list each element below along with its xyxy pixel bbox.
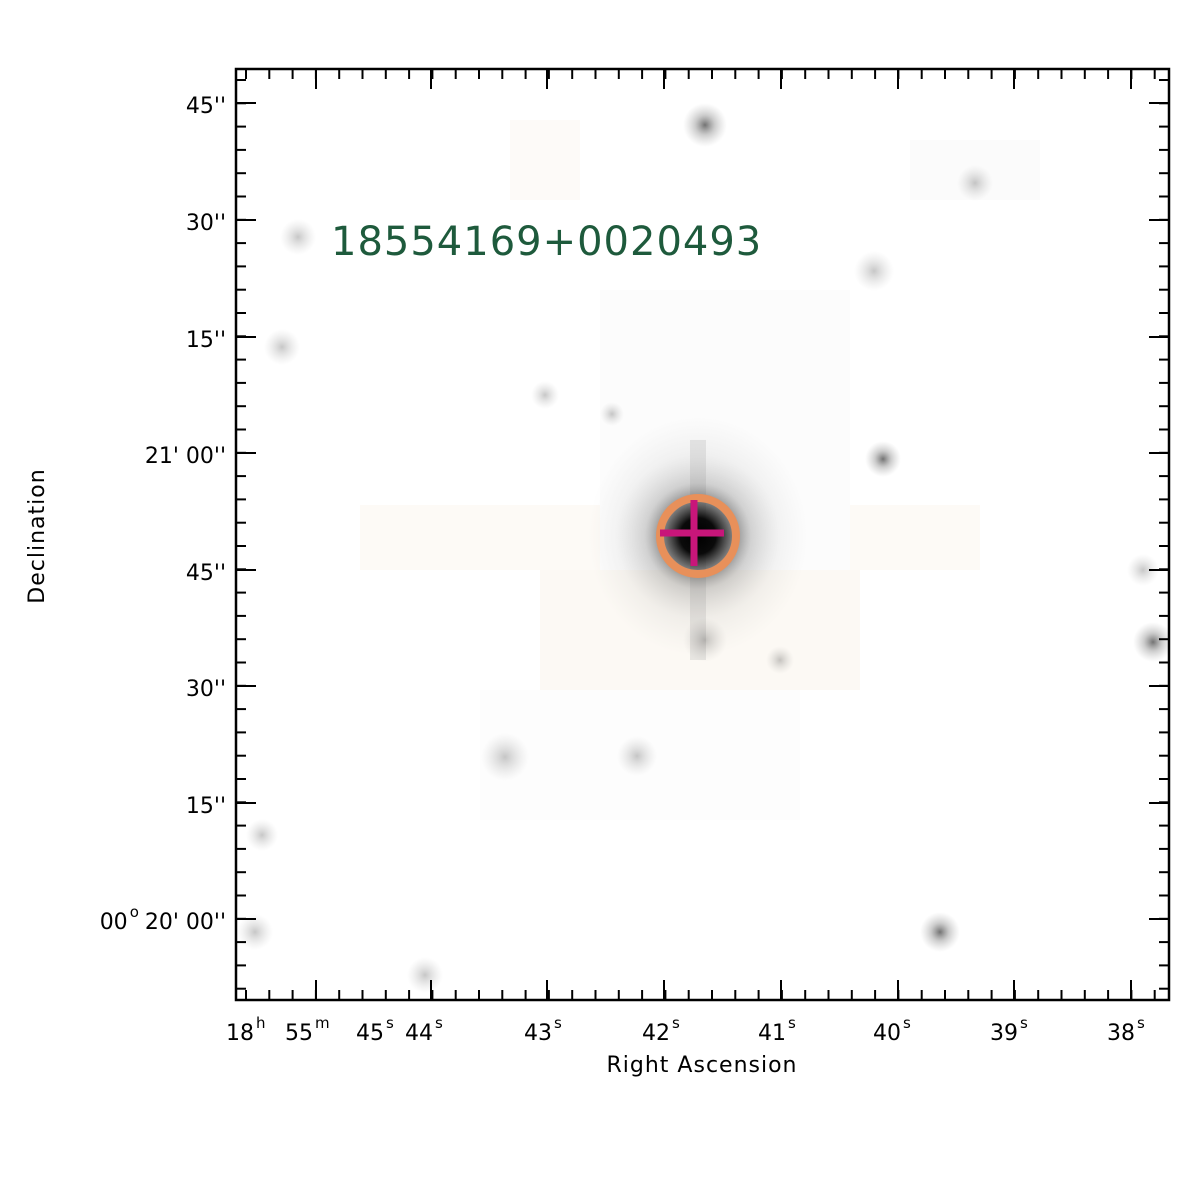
plot-frame [234,67,1171,1002]
star [865,441,901,477]
star [531,381,559,409]
y-tick-label: 30'' [186,677,226,702]
y-axis-title: Declination [25,468,50,603]
x-axis-title: Right Ascension [607,1053,798,1078]
sky-image [236,69,1169,1000]
y-tick-label: 15'' [186,328,226,353]
y-tick-labels: 45'' 30'' 15'' 21' 00'' 45'' 30'' 15'' 00 o 20' 0… [100,94,226,935]
y-tick-label: 30'' [186,211,226,236]
star [1133,622,1169,662]
y-tick-label: 45'' [186,561,226,586]
y-tick-label: 45'' [186,94,226,119]
star [481,733,529,781]
star [280,219,316,255]
y-tick-label: 15'' [186,794,226,819]
x-tick-label: 40 s [873,1014,911,1046]
star [237,914,273,950]
star [264,329,300,365]
star [1127,554,1159,586]
x-tick-label: 43 s [524,1014,562,1046]
axis-ticks [236,69,1169,1000]
star [246,819,278,851]
y-tick-label: 21' 00'' [145,444,226,469]
x-tick-label: 41 s [758,1014,796,1046]
star [617,736,657,776]
star [683,103,727,147]
star [683,618,727,662]
x-tick-label: 38 s [1107,1014,1145,1046]
star [854,251,894,291]
target-marker [656,494,740,578]
x-tick-label: 18 h [226,1014,266,1046]
x-tick-label: 39 s [990,1014,1028,1046]
x-tick-label: 44 s [405,1014,443,1046]
star [920,912,960,952]
y-tick-label: 00 o 20' 00'' [100,903,226,935]
x-tick-label: 42 s [642,1014,680,1046]
star [766,646,794,674]
x-tick-label: 45 s [356,1014,394,1046]
star [600,402,624,426]
target-label: 18554169+0020493 [331,219,762,265]
x-tick-label: 55 m [285,1014,330,1046]
star [957,165,993,201]
star [407,957,443,993]
x-tick-labels: 18 h 55 m 45 s 44 s 43 s 42 s 41 s 40 s 39 s 38 s [226,1014,1145,1046]
